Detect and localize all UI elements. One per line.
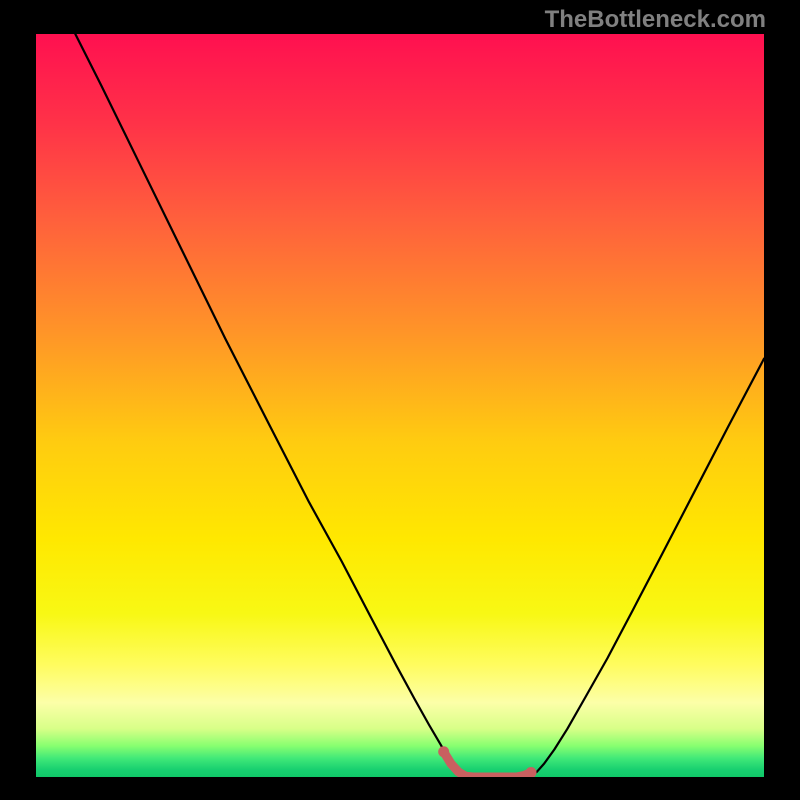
plot-area [36,34,764,777]
chart-container: TheBottleneck.com [0,0,800,800]
optimal-range-endpoint [438,746,449,757]
watermark-text: TheBottleneck.com [545,6,766,34]
plot-svg [36,34,764,777]
gradient-background [36,34,764,777]
